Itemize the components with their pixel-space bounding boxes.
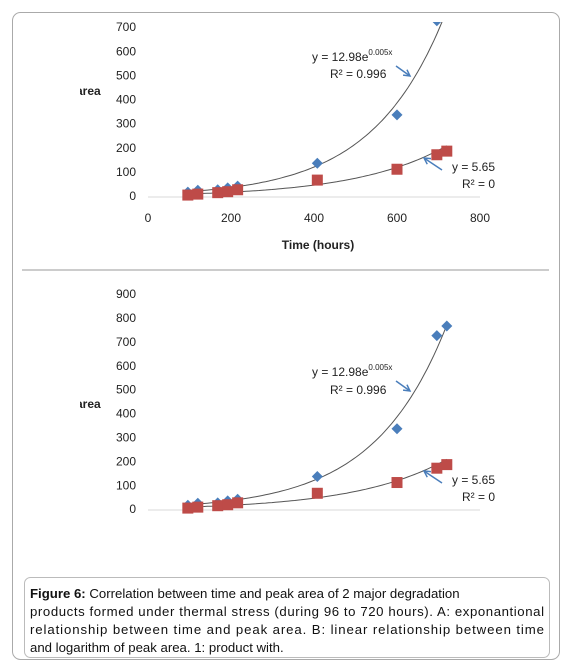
x-tick-label: 800 xyxy=(470,211,490,225)
data-point xyxy=(212,187,224,199)
data-point xyxy=(391,163,403,175)
equation-text: R² = 0 xyxy=(462,490,495,504)
x-axis-label: Time (hours) xyxy=(282,238,354,252)
y-tick-label: 700 xyxy=(116,335,136,349)
trend-equation: R² = 0 xyxy=(462,177,495,191)
equation-exponent: 0.005x xyxy=(368,363,392,372)
data-point xyxy=(311,157,323,169)
data-point xyxy=(431,149,443,161)
data-point xyxy=(212,500,224,512)
caption-line: relationship between time and peak area.… xyxy=(30,622,544,637)
y-axis-label: area xyxy=(76,84,101,98)
caption-box xyxy=(24,577,550,658)
trend-equation: R² = 0.996 xyxy=(330,67,387,81)
equation-text: R² = 0 xyxy=(462,177,495,191)
equation-text: y = 12.98e xyxy=(312,365,369,379)
x-tick-label: 400 xyxy=(304,211,324,225)
caption-line: Figure 6: Correlation between time and p… xyxy=(30,586,460,601)
y-tick-label: 200 xyxy=(116,141,136,155)
data-point xyxy=(232,497,244,509)
equation-text: y = 5.65 xyxy=(452,160,495,174)
plot-area xyxy=(182,320,453,514)
data-point xyxy=(441,459,453,471)
annotation-arrowhead xyxy=(402,384,412,392)
data-point xyxy=(391,477,403,489)
y-tick-label: 300 xyxy=(116,117,136,131)
y-tick-label: 200 xyxy=(116,454,136,468)
y-tick-label: 400 xyxy=(116,407,136,421)
data-point xyxy=(441,320,453,332)
trend-equation: y = 12.98e0.005x xyxy=(312,363,392,379)
equation-text: y = 12.98e xyxy=(312,50,369,64)
y-tick-label: 100 xyxy=(116,165,136,179)
data-point xyxy=(311,471,323,483)
y-axis-label: area xyxy=(76,397,101,411)
data-point xyxy=(311,174,323,186)
x-tick-label: 0 xyxy=(145,211,152,225)
y-tick-label: 900 xyxy=(116,287,136,301)
caption: Figure 6: Correlation between time and p… xyxy=(30,586,544,655)
chart: 0 100 200 300 400 500 600 700 800 900 area y = 12.9… xyxy=(76,287,495,516)
y-tick-label: 800 xyxy=(116,311,136,325)
y-tick-label: 600 xyxy=(116,359,136,373)
annotation-arrowhead xyxy=(422,470,432,478)
data-point xyxy=(432,22,442,27)
caption-line: products formed under thermal stress (du… xyxy=(30,604,544,619)
annotation-arrow xyxy=(423,470,443,484)
data-point xyxy=(391,109,403,121)
y-tick-label: 700 xyxy=(116,20,136,34)
data-point xyxy=(232,184,244,196)
x-tick-label: 200 xyxy=(221,211,241,225)
data-point xyxy=(431,462,443,474)
plot-area xyxy=(182,22,453,201)
annotation-arrow xyxy=(423,157,443,171)
data-point xyxy=(222,186,234,198)
caption-text: Correlation between time and peak area o… xyxy=(89,586,459,601)
data-point xyxy=(311,487,323,499)
data-point xyxy=(182,502,194,514)
x-tick-label: 600 xyxy=(387,211,407,225)
annotation-arrowhead xyxy=(422,157,432,165)
trend-equation: y = 5.65 xyxy=(452,160,495,174)
data-point xyxy=(192,188,204,200)
annotation-arrow xyxy=(395,65,411,77)
annotation-arrow xyxy=(395,380,411,392)
data-point xyxy=(391,423,403,435)
equation-text: R² = 0.996 xyxy=(330,383,387,397)
trend-equation: R² = 0 xyxy=(462,490,495,504)
y-tick-label: 0 xyxy=(129,189,136,203)
equation-text: R² = 0.996 xyxy=(330,67,387,81)
y-tick-label: 400 xyxy=(116,93,136,107)
data-point xyxy=(222,499,234,511)
charts: 0 100 200 300 400 500 600 700 0 200 400 600 800 Time … xyxy=(76,20,495,516)
y-tick-label: 100 xyxy=(116,478,136,492)
y-tick-label: 0 xyxy=(129,502,136,516)
caption-line: and logarithm of peak area. 1: product w… xyxy=(30,640,284,655)
trend-equation: R² = 0.996 xyxy=(330,383,387,397)
data-point xyxy=(441,145,453,157)
data-point xyxy=(192,501,204,513)
y-tick-label: 600 xyxy=(116,44,136,58)
annotation-arrowhead xyxy=(402,69,412,77)
data-point xyxy=(182,189,194,201)
figure-border xyxy=(12,12,560,660)
chart: 0 100 200 300 400 500 600 700 0 200 400 600 800 Time … xyxy=(76,20,495,252)
caption-label: Figure 6: xyxy=(30,586,86,601)
trend-equation: y = 12.98e0.005x xyxy=(312,48,392,64)
equation-text: y = 5.65 xyxy=(452,473,495,487)
y-tick-label: 300 xyxy=(116,431,136,445)
trend-equation: y = 5.65 xyxy=(452,473,495,487)
annotations: y = 12.98e0.005x R² = 0.996 y = 5.65 R² = 0 xyxy=(312,48,495,191)
y-tick-label: 500 xyxy=(116,383,136,397)
annotations: y = 12.98e0.005x R² = 0.996 y = 5.65 R² = 0 xyxy=(312,363,495,504)
y-tick-label: 500 xyxy=(116,68,136,82)
data-point xyxy=(431,330,443,342)
equation-exponent: 0.005x xyxy=(368,48,392,57)
